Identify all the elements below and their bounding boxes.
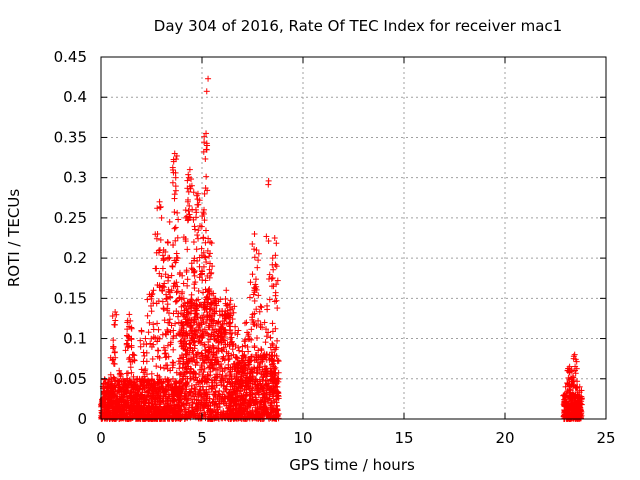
- y-tick-label: 0.35: [54, 128, 87, 146]
- y-tick-label: 0.05: [54, 370, 87, 388]
- x-tick-label: 25: [596, 429, 615, 447]
- x-tick-label: 5: [197, 429, 207, 447]
- y-tick-label: 0.2: [63, 249, 87, 267]
- data-point: [169, 375, 176, 382]
- y-tick-label: 0.3: [63, 169, 87, 187]
- y-tick-label: 0.25: [54, 209, 87, 227]
- x-tick-label: 15: [394, 429, 413, 447]
- x-tick-label: 10: [293, 429, 312, 447]
- x-tick-label: 0: [96, 429, 106, 447]
- data-points: [98, 75, 585, 422]
- y-tick-label: 0.15: [54, 289, 87, 307]
- y-tick-label: 0: [77, 410, 87, 428]
- chart-title: Day 304 of 2016, Rate Of TEC Index for r…: [154, 17, 562, 35]
- x-axis-label: GPS time / hours: [289, 456, 415, 474]
- y-tick-label: 0.45: [54, 48, 87, 66]
- y-tick-label: 0.1: [63, 330, 87, 348]
- data-point: [102, 379, 109, 386]
- y-axis-label: ROTI / TECUs: [5, 189, 23, 287]
- x-tick-label: 20: [495, 429, 514, 447]
- grid-lines: [101, 57, 606, 419]
- y-tick-label: 0.4: [63, 88, 87, 106]
